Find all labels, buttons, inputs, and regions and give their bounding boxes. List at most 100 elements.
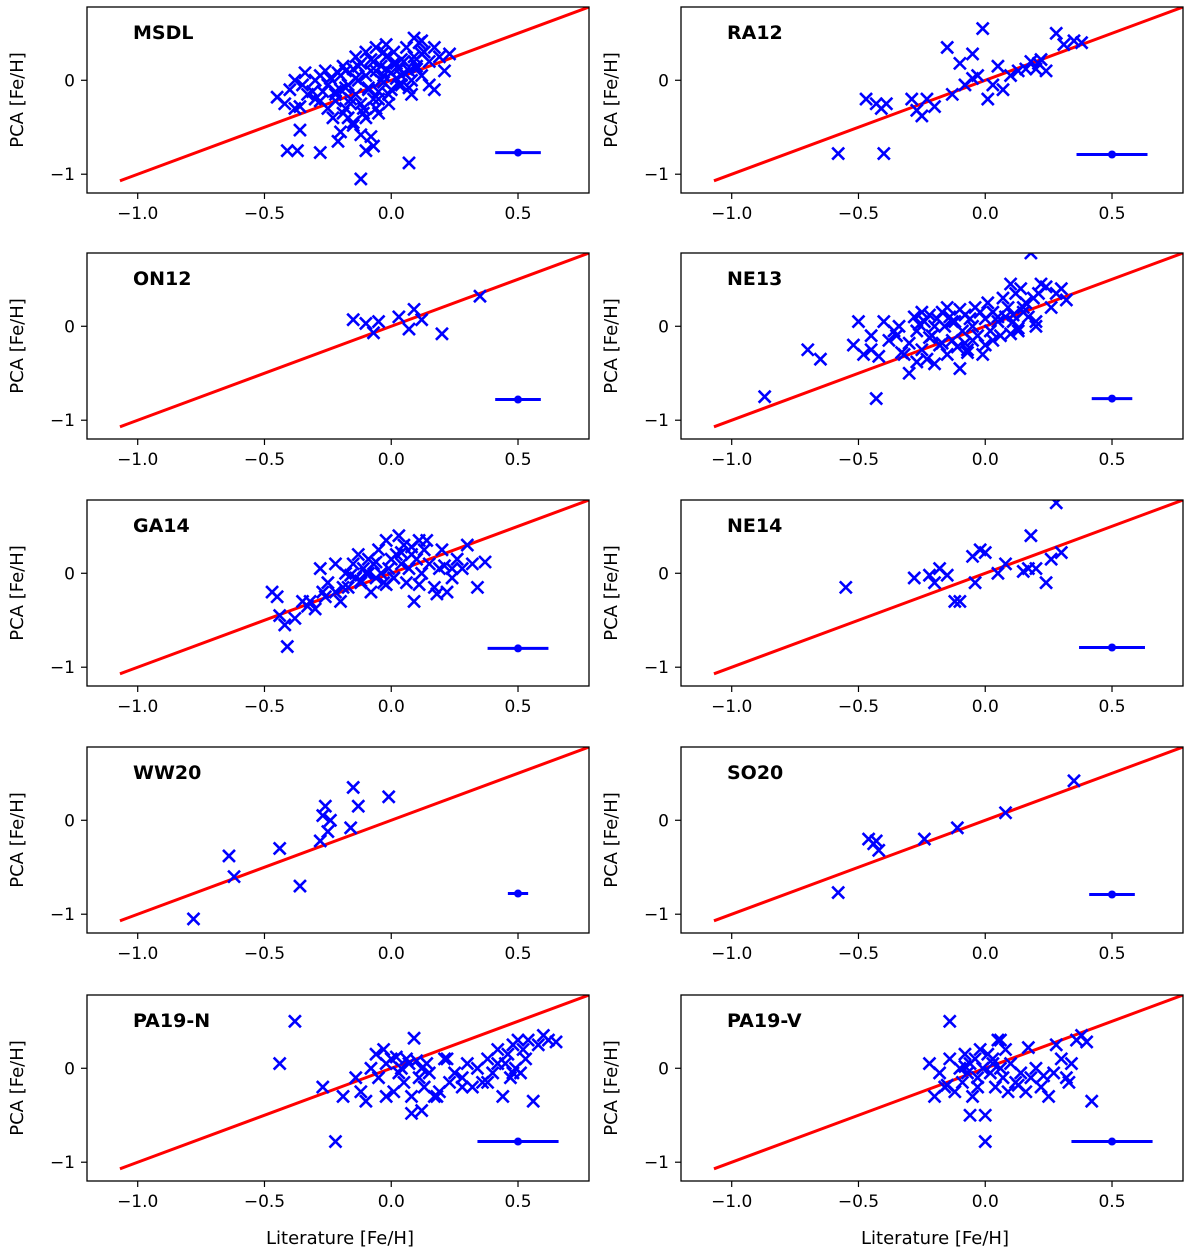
x-tick-label: 0.0 — [972, 204, 999, 224]
y-tick-label: 0 — [64, 811, 75, 831]
x-tick-label: 0.0 — [972, 944, 999, 964]
data-point — [331, 134, 345, 149]
data-point — [975, 21, 990, 36]
data-point — [440, 1051, 454, 1066]
data-point — [369, 555, 383, 569]
data-point — [838, 580, 853, 595]
x-tick-label: 0.5 — [1098, 944, 1125, 964]
data-point — [1049, 500, 1064, 510]
y-tick-label: −1 — [50, 411, 75, 431]
panel-so20: SO20 PCA [Fe/H] −1.0 −0.5 0.0 0.5 −1 0 — [601, 746, 1184, 964]
data-point — [907, 309, 922, 324]
data-point — [1029, 319, 1043, 334]
data-point — [904, 92, 919, 106]
data-point — [521, 1033, 536, 1048]
data-point — [1044, 552, 1059, 567]
x-tick-label: −0.5 — [838, 204, 879, 224]
data-point — [990, 59, 1005, 74]
data-point — [927, 356, 942, 371]
data-point — [864, 342, 879, 357]
data-point — [227, 869, 241, 884]
x-tick-label: −1.0 — [117, 697, 158, 717]
plot-area — [713, 995, 1183, 1171]
x-tick-label: 0.5 — [504, 944, 531, 964]
error-bar-point — [1108, 643, 1117, 652]
panel-title: SO20 — [727, 762, 783, 784]
data-point — [757, 389, 772, 404]
y-tick-label: −1 — [644, 1153, 669, 1173]
data-point — [346, 556, 361, 571]
x-tick-label: −1.0 — [711, 697, 752, 717]
data-point — [422, 78, 437, 92]
panel-ww20: WW20 PCA [Fe/H] −1.0 −0.5 0.0 0.5 −1 0 — [7, 746, 590, 964]
data-point — [1029, 314, 1043, 329]
data-point — [318, 799, 333, 814]
data-point — [379, 1089, 394, 1104]
panel-ra12: RA12 PCA [Fe/H] −1.0 −0.5 0.0 0.5 −1 0 — [601, 6, 1184, 224]
data-point — [222, 849, 236, 863]
x-tick-label: −0.5 — [838, 1192, 879, 1212]
data-point — [460, 1056, 475, 1071]
data-point — [402, 322, 416, 337]
y-axis-label: PCA [Fe/H] — [7, 298, 28, 394]
y-axis-label: PCA [Fe/H] — [601, 298, 622, 394]
panel-title: PA19-N — [133, 1010, 210, 1032]
data-point — [432, 49, 447, 64]
data-point — [958, 1047, 972, 1062]
error-bar-point — [514, 889, 523, 898]
panel-ne14: NE14 PCA [Fe/H] −1.0 −0.5 0.0 0.5 −1 0 — [601, 499, 1184, 717]
data-point — [320, 824, 335, 839]
data-point — [353, 1084, 368, 1099]
data-point — [1036, 1068, 1051, 1083]
data-point — [1006, 308, 1021, 322]
data-point — [914, 109, 929, 123]
data-point — [978, 545, 993, 560]
data-point — [353, 96, 368, 111]
data-point — [907, 571, 922, 585]
data-point — [287, 1014, 302, 1029]
data-point — [495, 1089, 510, 1104]
data-point — [366, 325, 381, 340]
x-tick-label: 0.0 — [972, 697, 999, 717]
fit-line — [713, 253, 1183, 429]
data-point — [394, 545, 409, 560]
data-point — [922, 308, 937, 322]
data-point — [402, 156, 416, 170]
data-point — [980, 92, 995, 106]
data-point — [465, 556, 480, 571]
data-point — [856, 347, 871, 362]
data-point — [831, 885, 846, 900]
plot-area — [119, 995, 589, 1171]
data-point — [1013, 1066, 1028, 1080]
data-point — [1023, 253, 1038, 260]
data-point — [996, 82, 1010, 97]
data-point — [864, 328, 879, 343]
panel-title: MSDL — [133, 22, 193, 44]
data-point — [376, 68, 391, 83]
data-point — [298, 65, 312, 80]
y-tick-label: 0 — [64, 564, 75, 584]
x-tick-label: −1.0 — [117, 944, 158, 964]
data-point — [371, 314, 386, 329]
x-tick-label: 0.0 — [378, 697, 405, 717]
data-point — [998, 556, 1013, 571]
data-point — [945, 87, 960, 102]
data-point — [455, 561, 470, 576]
data-point — [978, 338, 993, 352]
data-point — [414, 312, 429, 327]
data-point — [376, 45, 391, 60]
data-point — [341, 110, 356, 125]
data-point — [1039, 575, 1054, 590]
data-point — [1016, 300, 1031, 315]
data-point — [272, 841, 287, 856]
data-point — [379, 533, 394, 548]
data-point — [1049, 26, 1064, 41]
y-tick-label: −1 — [50, 1153, 75, 1173]
data-point — [407, 31, 421, 45]
data-point — [394, 68, 409, 83]
data-point — [1061, 1075, 1076, 1090]
plot-area — [119, 7, 589, 186]
data-point — [511, 1033, 525, 1048]
data-point — [280, 639, 295, 654]
data-point — [831, 146, 846, 161]
